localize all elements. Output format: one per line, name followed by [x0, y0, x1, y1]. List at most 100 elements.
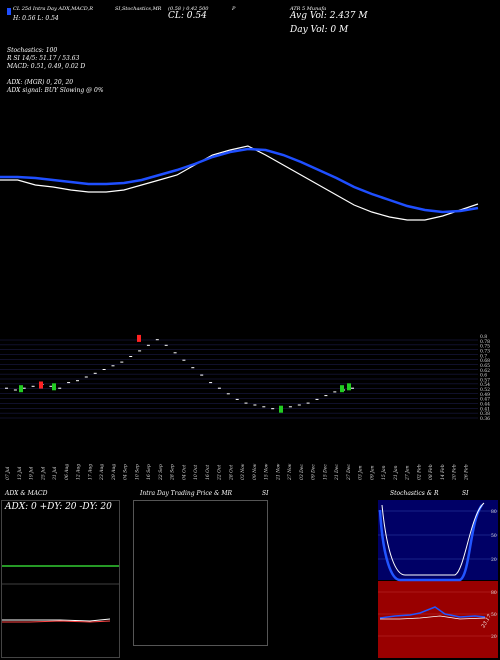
intraday-panel-title: Intra Day Trading Price & MR [140, 490, 233, 497]
stoch-panel-title-right: SI [462, 490, 469, 497]
candle [19, 385, 23, 393]
x-tick-label: 04 Sep [123, 464, 129, 480]
price-mark [146, 344, 150, 346]
indicator-adx-signal: ADX signal: BUY Slowing @ 0% [7, 87, 104, 94]
stoch-panel-title: Stochastics & R [390, 490, 439, 497]
price-mark [111, 365, 115, 367]
price-mark [120, 361, 124, 363]
intraday-panel-title-right: SI [262, 490, 269, 497]
price-mark [297, 404, 301, 406]
x-tick-label: 06 Aug [64, 464, 70, 480]
candle [52, 383, 56, 391]
y-tick-label: 0.62 [480, 368, 490, 374]
x-tick-label: 27 Nov [287, 463, 293, 481]
x-tick-label: 03 Dec [299, 464, 305, 480]
price-mark [49, 385, 53, 387]
x-tick-label: 13 Jul [17, 466, 23, 480]
y-tick-label: 0.38 [480, 411, 490, 417]
price-mark [102, 369, 106, 370]
y-tick-label: 0.75 [480, 344, 490, 350]
candle [279, 405, 283, 413]
candle [340, 385, 344, 393]
x-tick-label: 09 Dec [311, 464, 317, 480]
x-tick-label: 21 Nov [275, 463, 281, 481]
y-tick-label: 0.44 [480, 402, 490, 408]
candle [347, 383, 351, 391]
indicator-adx: ADX: (MGR) 0, 20, 20 [7, 79, 74, 86]
header-seg-si: SI,Stochastics,MR [115, 6, 162, 12]
price-mark [351, 387, 354, 389]
indicator-stochastics: Stochastics: 100 [7, 47, 58, 54]
x-tick-label: 25 Jul [40, 466, 46, 481]
macd-line [2, 618, 111, 622]
rsi-tick: 80 [491, 590, 497, 596]
x-tick-label: 03 Nov [240, 463, 246, 480]
rsi-panel [378, 581, 498, 658]
header-seg-mid: (0.58 ) 0.42 500 [168, 6, 209, 12]
indicator-rsi: R SI 14/5: 51.17 / 53.63 [7, 55, 80, 62]
stoch-tick: 20 [491, 557, 497, 563]
x-tick-label: 21 Dec [334, 464, 340, 481]
y-tick-label: 0.54 [480, 382, 490, 388]
x-tick-label: 26 Feb [463, 464, 469, 481]
price-mark [200, 374, 204, 376]
y-tick-label: 0.41 [480, 406, 490, 412]
price-mark [84, 376, 88, 378]
x-tick-label: 27 Dec [346, 464, 352, 481]
x-tick-label: 22 Sep [158, 464, 164, 481]
price-mark [271, 408, 275, 410]
price-mark [191, 367, 195, 369]
price-mark [235, 398, 239, 400]
x-tick-label: 15 Dec [322, 464, 328, 480]
series-line-1 [0, 147, 479, 214]
x-tick-label: 16 Oct [205, 465, 211, 480]
y-tick-label: 0.49 [480, 392, 490, 398]
x-tick-label: 21 Jan [393, 465, 399, 481]
header-seg-far: ATR 5 Munafa [290, 6, 327, 12]
price-mark [164, 344, 168, 346]
header-line1: CL 25d Intra Day ADX,MACD,R [13, 6, 93, 12]
price-mark [244, 402, 248, 404]
rsi-tick: 20 [491, 634, 497, 640]
price-mark [13, 389, 17, 391]
y-tick-label: 0.36 [480, 416, 490, 422]
legend-color-box [7, 8, 11, 15]
x-tick-label: 09 Nov [252, 463, 258, 480]
header-seg-right: P [232, 6, 236, 12]
y-tick-label: 0.68 [480, 358, 490, 364]
price-mark [5, 387, 8, 389]
y-tick-label: 0.47 [480, 397, 490, 403]
header-day-vol: Day Vol: 0 M [290, 25, 349, 35]
x-tick-label: 17 Aug [87, 464, 93, 480]
stoch-line-d [381, 502, 485, 576]
price-mark [182, 359, 186, 361]
candle [39, 381, 43, 389]
price-mark [306, 402, 310, 404]
price-mark [209, 382, 213, 384]
price-mark [58, 387, 62, 389]
y-tick-label: 0.73 [480, 349, 490, 355]
x-tick-label: 04 Oct [181, 465, 187, 480]
x-tick-label: 08 Feb [428, 464, 434, 480]
x-tick-label: 15 Jan [381, 465, 387, 480]
y-tick-label: 0.52 [480, 387, 490, 393]
y-tick-label: 0.6 [480, 373, 487, 379]
header-avg-vol: Avg Vol: 2.437 M [290, 11, 368, 21]
rsi-line [379, 606, 486, 619]
x-tick-label: 16 Sep [146, 464, 152, 480]
price-mark [173, 352, 177, 354]
price-mark [315, 398, 319, 400]
adx-panel-title: ADX & MACD [5, 490, 48, 497]
y-tick-label: 0.8 [480, 334, 487, 340]
series-line-0 [0, 145, 479, 221]
y-tick-label: 0.57 [480, 377, 490, 383]
price-mark [31, 385, 35, 387]
stoch-tick: 80 [491, 509, 497, 515]
indicator-macd: MACD: 0.51, 0.49, 0.02 D [7, 63, 86, 70]
header-close: CL: 0.54 [168, 11, 207, 21]
adx-panel [1, 500, 120, 658]
header-small-left: H: 0.56 L: 0.54 [13, 15, 59, 22]
price-mark [262, 406, 266, 408]
